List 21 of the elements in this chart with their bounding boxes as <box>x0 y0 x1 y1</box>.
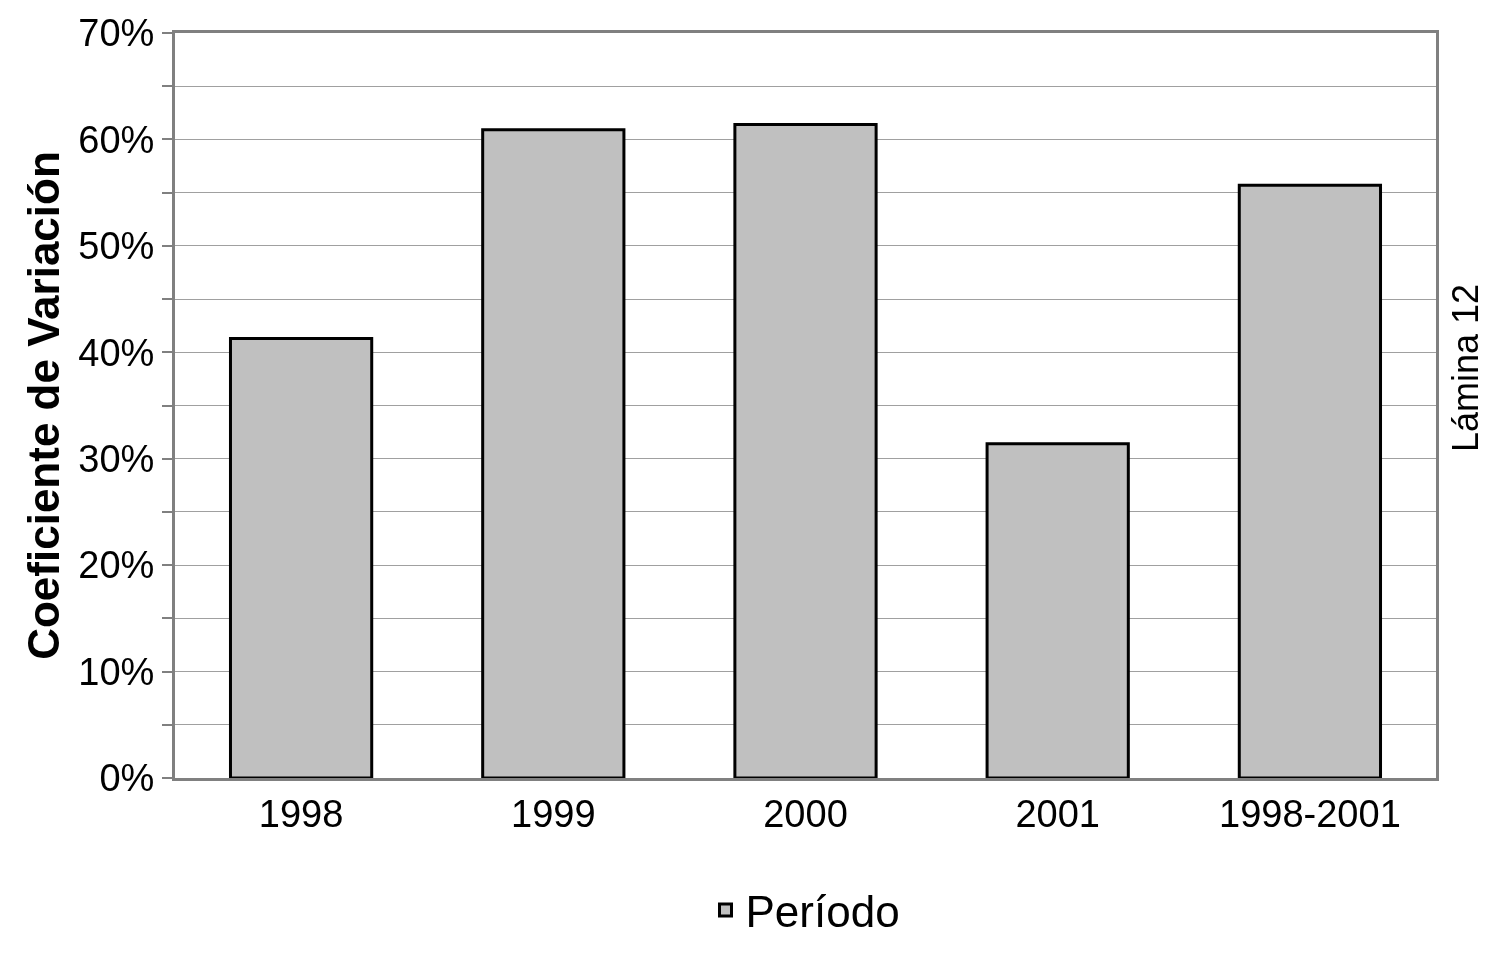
y-axis-title: Coeficiente de Variación <box>19 151 69 660</box>
y-tick-label: 70% <box>78 12 155 55</box>
x-tick-label: 2000 <box>763 792 848 835</box>
legend-label: Período <box>745 887 900 937</box>
bar <box>481 128 626 778</box>
y-tick-label: 0% <box>99 757 155 800</box>
y-tick-label: 10% <box>78 650 155 693</box>
x-tick-label: 1998 <box>258 792 344 835</box>
bar <box>228 336 374 778</box>
x-tick-label: 2001 <box>1015 792 1100 835</box>
y-tick-label: 50% <box>78 225 155 268</box>
x-tick-label: 1999 <box>511 792 596 835</box>
bar <box>733 123 878 778</box>
y-tick-label: 20% <box>78 544 155 587</box>
y-tick-label: 40% <box>78 331 155 374</box>
y-tick-label: 30% <box>78 438 155 481</box>
text: Lámina 12 <box>1444 283 1486 453</box>
x-tick-label: 1998-2001 <box>1219 792 1401 835</box>
y-tick-label: 60% <box>78 118 155 161</box>
bar <box>985 442 1130 778</box>
bar <box>1237 183 1383 778</box>
